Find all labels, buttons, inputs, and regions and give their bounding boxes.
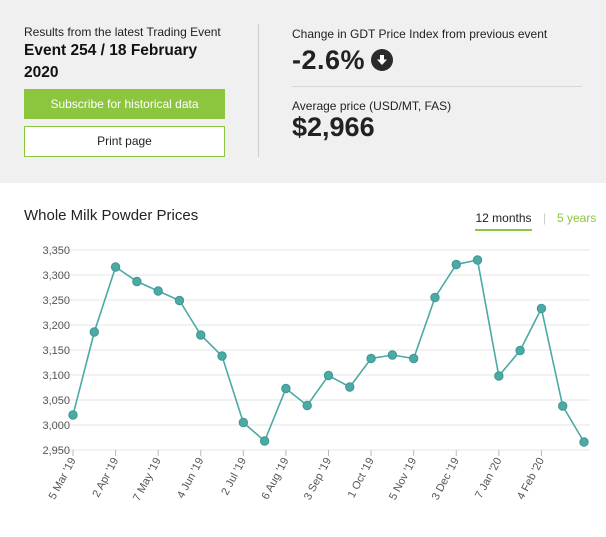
x-tick-label: 7 Jan '20 — [473, 456, 504, 501]
summary-panel: Results from the latest Trading Event Ev… — [0, 0, 606, 183]
data-point[interactable] — [494, 371, 504, 381]
data-point[interactable] — [196, 330, 206, 340]
y-tick-label: 2,950 — [42, 445, 70, 457]
price-index-change-caption: Change in GDT Price Index from previous … — [292, 27, 548, 41]
data-point[interactable] — [515, 345, 525, 356]
data-point[interactable] — [217, 351, 227, 361]
y-tick-label: 3,100 — [42, 370, 70, 382]
arrow-down-circle-icon — [371, 49, 394, 71]
data-point[interactable] — [174, 295, 185, 306]
data-point[interactable] — [408, 353, 419, 364]
series-line — [72, 259, 585, 443]
data-point[interactable] — [345, 382, 355, 392]
data-point[interactable] — [132, 276, 142, 287]
y-tick-label: 3,200 — [42, 320, 70, 332]
data-point[interactable] — [387, 350, 398, 360]
x-tick-label: 6 Aug '19 — [260, 456, 292, 502]
x-tick-label: 5 Nov '19 — [387, 456, 419, 502]
subscribe-button[interactable]: Subscribe for historical data — [24, 89, 225, 119]
average-price-caption: Average price (USD/MT, FAS) — [292, 99, 452, 113]
data-point[interactable] — [366, 353, 376, 364]
print-page-button[interactable]: Print page — [24, 126, 225, 157]
x-tick-label: 5 Mar '19 — [47, 456, 79, 502]
event-caption: Results from the latest Trading Event — [24, 25, 221, 39]
horizontal-divider — [292, 86, 582, 87]
x-tick-label: 2 Apr '19 — [90, 456, 121, 500]
y-tick-label: 3,300 — [42, 270, 70, 282]
x-tick-label: 3 Sep '19 — [302, 456, 334, 502]
x-tick-label: 4 Feb '20 — [515, 456, 547, 502]
data-point[interactable] — [323, 370, 334, 381]
data-point[interactable] — [281, 383, 291, 394]
data-point[interactable] — [579, 437, 589, 447]
data-point[interactable] — [238, 417, 249, 428]
tab-5-years[interactable]: 5 years — [557, 211, 597, 225]
data-point[interactable] — [302, 400, 312, 411]
x-tick-label: 7 May '19 — [131, 456, 164, 503]
vertical-divider — [258, 24, 259, 157]
y-tick-label: 3,050 — [42, 395, 70, 407]
data-point[interactable] — [536, 303, 547, 314]
data-point[interactable] — [110, 262, 121, 272]
tab-separator: | — [543, 211, 547, 225]
data-point[interactable] — [472, 255, 483, 265]
data-point[interactable] — [89, 327, 99, 337]
chart-title: Whole Milk Powder Prices — [24, 207, 199, 224]
data-point[interactable] — [558, 401, 568, 411]
event-title: Event 254 / 18 February 2020 — [24, 42, 198, 81]
x-tick-label: 2 Jul '19 — [219, 456, 249, 498]
y-tick-label: 3,250 — [42, 295, 70, 307]
price-index-change-value: -2.6% — [292, 44, 366, 75]
y-tick-label: 3,000 — [42, 420, 70, 432]
y-tick-label: 3,350 — [42, 245, 70, 257]
x-tick-label: 3 Dec '19 — [430, 456, 462, 502]
data-point[interactable] — [259, 436, 270, 446]
x-tick-label: 1 Oct '19 — [346, 456, 377, 500]
data-point[interactable] — [153, 286, 163, 296]
data-point[interactable] — [68, 410, 78, 420]
average-price-value: $2,966 — [292, 112, 375, 142]
price-index-change: -2.6% — [292, 42, 394, 78]
x-tick-label: 4 Jun '19 — [175, 456, 206, 501]
tab-12-months[interactable]: 12 months — [475, 211, 532, 231]
line-chart: 3,350 3,300 3,250 3,200 3,150 3,100 3,050 3,000… — [42, 245, 590, 503]
y-tick-label: 3,150 — [42, 345, 70, 357]
data-point[interactable] — [430, 292, 440, 303]
data-point[interactable] — [451, 259, 461, 270]
